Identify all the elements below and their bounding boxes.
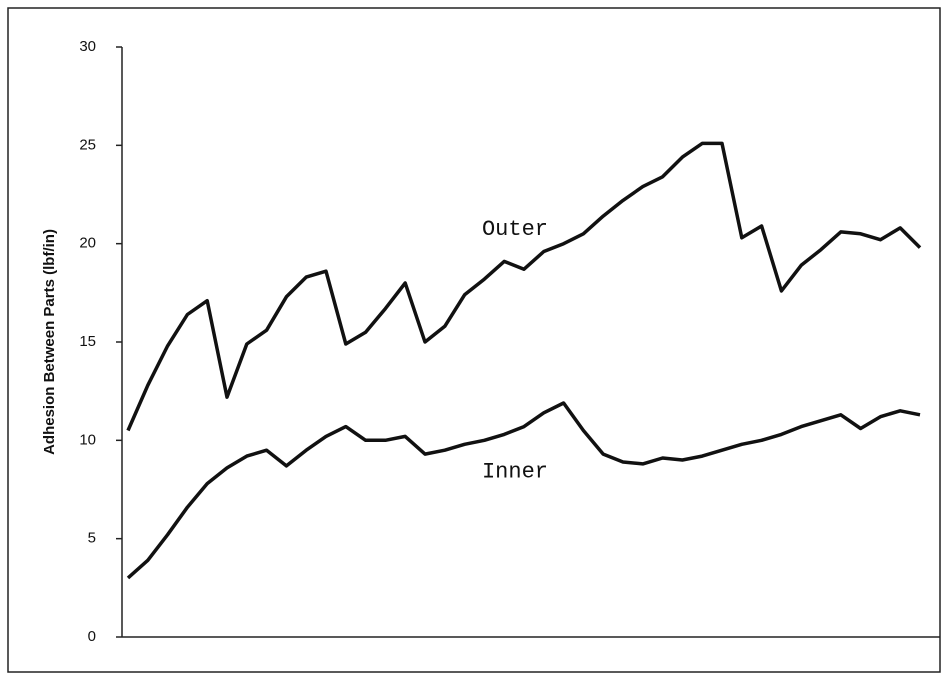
y-tick-label: 0 [88, 628, 96, 645]
chart-frame [7, 7, 941, 673]
series-line [126, 141, 922, 432]
y-tick-label: 15 [79, 333, 96, 350]
y-tick-label: 25 [79, 136, 96, 153]
series-label: Inner [482, 459, 548, 484]
y-tick-label: 10 [79, 431, 96, 448]
y-axis-label: Adhesion Between Parts (lbf/in) [41, 229, 58, 455]
y-tick-label: 30 [79, 38, 96, 55]
y-tick-label: 5 [88, 530, 96, 547]
y-tick-label: 20 [79, 235, 96, 252]
series-line [126, 401, 921, 580]
series-label: Outer [482, 217, 548, 242]
